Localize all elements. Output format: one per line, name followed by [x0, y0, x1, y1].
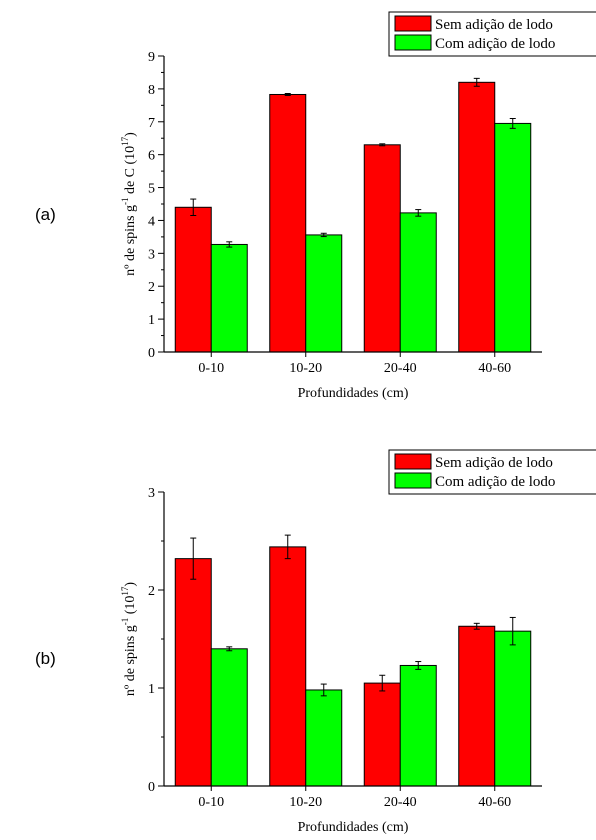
legend-label-sem: Sem adição de lodo: [435, 17, 553, 33]
bar-com-10-20: [305, 689, 343, 787]
panel-label-b: (b): [35, 649, 56, 668]
bar-sem-20-40: [363, 682, 401, 787]
bar-com-40-60: [494, 122, 532, 353]
y-tick-label: 3: [148, 486, 155, 501]
bar-com-40-60: [494, 630, 532, 787]
chart-b: 0-10 10-20 20-40 40-60 0 1 2 3 Profundidades (cm…: [120, 449, 596, 835]
bar-sem-10-20: [269, 93, 307, 353]
chart-a: 0-10 10-20 20-40 40-60 0 1 2 3 4 5 6 7 8 9 Profundidad…: [120, 11, 596, 401]
bar-com-20-40: [399, 212, 437, 353]
x-tick-label-40-60: 40-60: [478, 361, 511, 376]
bar-sem-10-20: [269, 546, 307, 787]
legend-swatch-com: [394, 34, 432, 51]
y-tick-label: 2: [148, 584, 155, 599]
x-tick-label-0-10: 0-10: [198, 795, 224, 810]
bar-sem-0-10: [174, 558, 212, 787]
x-tick-label-10-20: 10-20: [289, 795, 322, 810]
y-tick-label: 1: [148, 313, 155, 328]
y-tick-label: 3: [148, 247, 155, 262]
legend-swatch-sem: [394, 15, 432, 32]
y-tick-label: 0: [148, 780, 155, 795]
x-tick-label-40-60: 40-60: [478, 795, 511, 810]
bar-com-0-10: [210, 648, 248, 787]
y-axis-label: nº de spins g-1 de C (1017): [120, 132, 138, 276]
bar-sem-0-10: [174, 206, 212, 353]
bar-com-20-40: [399, 664, 437, 787]
legend-swatch-sem: [394, 453, 432, 470]
bar-sem-40-60: [458, 625, 496, 787]
bar-com-0-10: [210, 243, 248, 353]
x-tick-label-20-40: 20-40: [384, 361, 417, 376]
legend-label-sem: Sem adição de lodo: [435, 455, 553, 471]
y-tick-label: 6: [148, 149, 155, 164]
y-tick-label: 5: [148, 182, 155, 197]
y-tick-label: 2: [148, 280, 155, 295]
x-axis-label: Profundidades (cm): [298, 386, 409, 401]
y-tick-label: 4: [148, 214, 155, 229]
y-tick-label: 0: [148, 346, 155, 361]
y-tick-label: 1: [148, 682, 155, 697]
y-tick-label: 7: [148, 116, 155, 131]
y-axis-label: nº de spins g-1 (1017): [120, 582, 138, 697]
x-tick-label-20-40: 20-40: [384, 795, 417, 810]
y-tick-label: 9: [148, 50, 155, 65]
x-axis-label: Profundidades (cm): [298, 820, 409, 835]
legend-label-com: Com adição de lodo: [435, 474, 555, 490]
bar-com-10-20: [305, 234, 343, 353]
bar-sem-40-60: [458, 81, 496, 353]
x-tick-label-0-10: 0-10: [198, 361, 224, 376]
legend-swatch-com: [394, 472, 432, 489]
bar-sem-20-40: [363, 144, 401, 353]
panel-label-a: (a): [35, 205, 56, 224]
legend-label-com: Com adição de lodo: [435, 36, 555, 52]
x-tick-label-10-20: 10-20: [289, 361, 322, 376]
y-tick-label: 8: [148, 83, 155, 98]
